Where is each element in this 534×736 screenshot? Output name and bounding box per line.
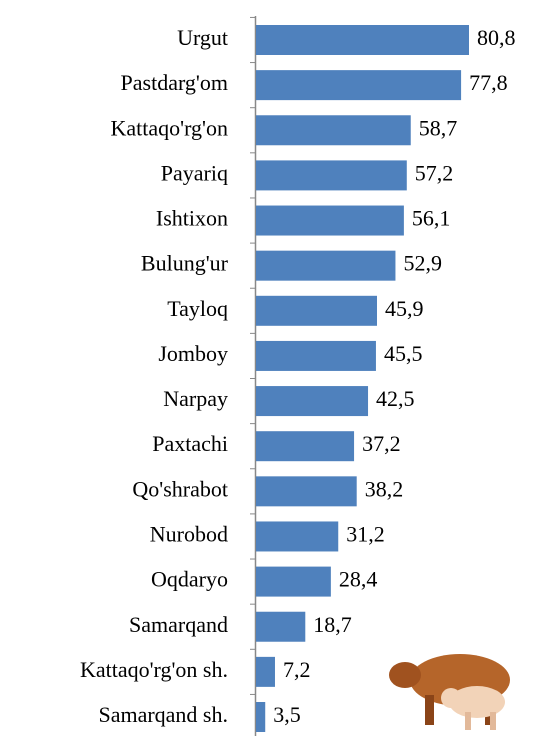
value-label: 77,8 bbox=[469, 70, 508, 95]
value-label: 3,5 bbox=[273, 702, 301, 727]
value-label: 7,2 bbox=[283, 657, 311, 682]
bar bbox=[256, 160, 407, 190]
category-label: Samarqand bbox=[129, 612, 228, 637]
bar bbox=[256, 702, 265, 732]
bar bbox=[256, 431, 354, 461]
value-label: 28,4 bbox=[339, 567, 378, 592]
chart: Urgut 80,8 Pastdarg'om 77,8 Kattaqo'rg'on 58,… bbox=[0, 0, 534, 736]
category-label: Paxtachi bbox=[152, 431, 228, 456]
bar bbox=[256, 115, 411, 145]
bar bbox=[256, 612, 305, 642]
category-label: Narpay bbox=[163, 386, 228, 411]
value-label: 18,7 bbox=[313, 612, 352, 637]
value-label: 80,8 bbox=[477, 25, 516, 50]
bar bbox=[256, 476, 357, 506]
value-label: 38,2 bbox=[365, 476, 404, 501]
page: {"chart_data": {"type": "bar", "orientat… bbox=[0, 0, 534, 736]
value-label: 57,2 bbox=[415, 160, 454, 185]
category-label: Qo'shrabot bbox=[132, 476, 228, 501]
category-label: Pastdarg'om bbox=[121, 70, 228, 95]
bar bbox=[256, 386, 368, 416]
bar bbox=[256, 25, 469, 55]
category-label: Kattaqo'rg'on sh. bbox=[80, 657, 228, 682]
value-label: 45,5 bbox=[384, 341, 423, 366]
cow-illustration bbox=[389, 654, 510, 730]
value-label: 52,9 bbox=[403, 251, 442, 276]
bar bbox=[256, 70, 461, 100]
category-label: Jomboy bbox=[158, 341, 228, 366]
category-label: Ishtixon bbox=[156, 206, 228, 231]
bar bbox=[256, 251, 395, 281]
value-label: 37,2 bbox=[362, 431, 401, 456]
category-label: Samarqand sh. bbox=[98, 702, 228, 727]
bar bbox=[256, 206, 404, 236]
category-label: Bulung'ur bbox=[141, 251, 229, 276]
value-label: 56,1 bbox=[412, 206, 451, 231]
category-label: Kattaqo'rg'on bbox=[111, 115, 229, 140]
category-label: Urgut bbox=[177, 25, 228, 50]
bar bbox=[256, 567, 331, 597]
bar bbox=[256, 657, 275, 687]
value-label: 31,2 bbox=[346, 522, 385, 547]
category-label: Payariq bbox=[161, 160, 228, 185]
bar bbox=[256, 296, 377, 326]
category-label: Oqdaryo bbox=[151, 567, 228, 592]
value-label: 58,7 bbox=[419, 115, 458, 140]
bar bbox=[256, 521, 338, 551]
category-label: Tayloq bbox=[167, 296, 228, 321]
value-label: 45,9 bbox=[385, 296, 424, 321]
bar bbox=[256, 341, 376, 371]
category-label: Nurobod bbox=[150, 522, 228, 547]
value-label: 42,5 bbox=[376, 386, 415, 411]
